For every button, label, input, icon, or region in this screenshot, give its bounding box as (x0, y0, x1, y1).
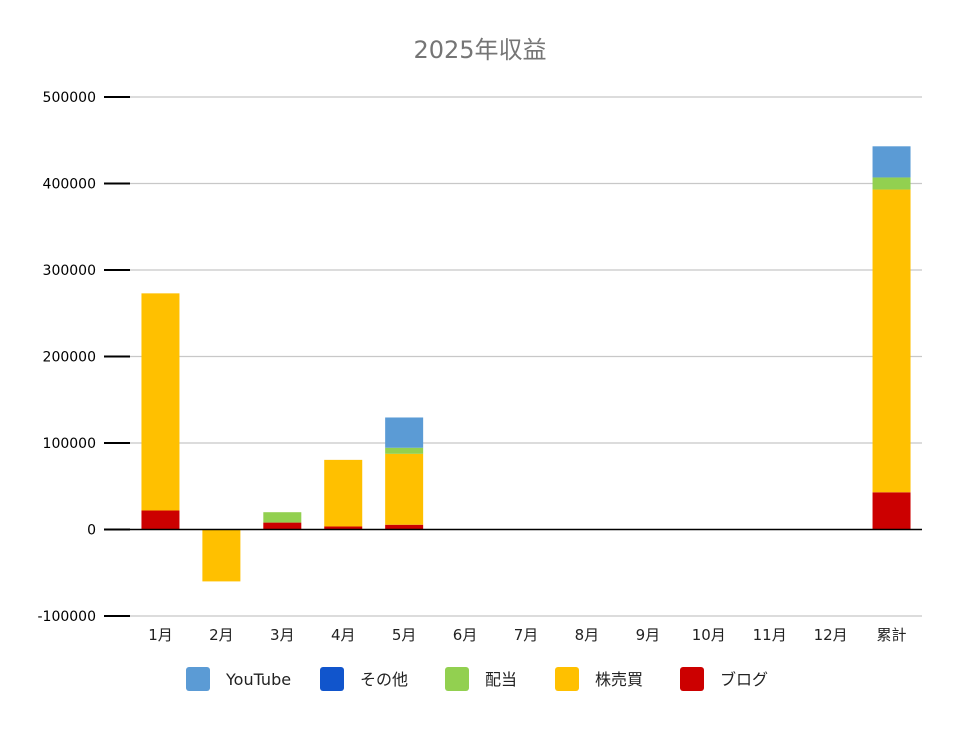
bars (141, 146, 911, 582)
x-tick-label: 1月 (148, 626, 173, 644)
legend-label: 株売買 (595, 670, 643, 689)
bar-segment (324, 459, 363, 527)
legend-swatch (445, 667, 469, 691)
x-tick-label: 12月 (814, 626, 848, 644)
x-tick-label: 11月 (753, 626, 787, 644)
bar-segment (202, 529, 241, 582)
y-tick-label: 200000 (43, 350, 96, 366)
y-tick-label: 300000 (43, 263, 96, 279)
x-tick-label: 2月 (209, 626, 234, 644)
x-tick-label: 9月 (636, 626, 661, 644)
bar-segment (872, 146, 911, 178)
legend-label: その他 (360, 670, 408, 689)
x-tick-label: 3月 (270, 626, 295, 644)
bar-segment (385, 524, 424, 530)
legend: YouTube その他 配当 株売買 ブログ (186, 667, 768, 691)
x-tick-label: 7月 (514, 626, 539, 644)
x-tick-label: 8月 (575, 626, 600, 644)
y-axis: 500000 400000 300000 200000 100000 0 -100000 (38, 90, 130, 625)
x-tick-label: 4月 (331, 626, 356, 644)
y-tick-label: 500000 (43, 90, 96, 106)
y-tick-label: 0 (87, 523, 96, 539)
legend-label: 配当 (485, 670, 517, 689)
x-tick-label: 累計 (877, 626, 907, 644)
bar-segment (385, 447, 424, 454)
gridlines (130, 96, 922, 617)
y-tick-label: 100000 (43, 436, 96, 452)
bar-segment (141, 293, 180, 511)
x-tick-label: 5月 (392, 626, 417, 644)
legend-swatch (555, 667, 579, 691)
bar-segment (872, 492, 911, 530)
legend-swatch (186, 667, 210, 691)
bar-segment (324, 526, 363, 530)
x-axis: 1月 2月 3月 4月 5月 6月 7月 8月 9月 10月 11月 12月 累計 (148, 626, 906, 644)
x-tick-label: 10月 (692, 626, 726, 644)
legend-swatch (320, 667, 344, 691)
legend-swatch (680, 667, 704, 691)
chart-title: 2025年収益 (413, 36, 546, 64)
bar-segment (872, 189, 911, 493)
legend-label: ブログ (720, 670, 768, 689)
bar-segment (872, 177, 911, 190)
bar-segment (385, 453, 424, 525)
bar-segment (263, 512, 302, 523)
y-tick-label: 400000 (43, 177, 96, 193)
bar-segment (141, 510, 180, 530)
x-tick-label: 6月 (453, 626, 478, 644)
bar-segment (263, 522, 302, 530)
bar-segment (385, 417, 424, 448)
y-tick-label: -100000 (38, 609, 97, 625)
legend-label: YouTube (225, 670, 291, 689)
